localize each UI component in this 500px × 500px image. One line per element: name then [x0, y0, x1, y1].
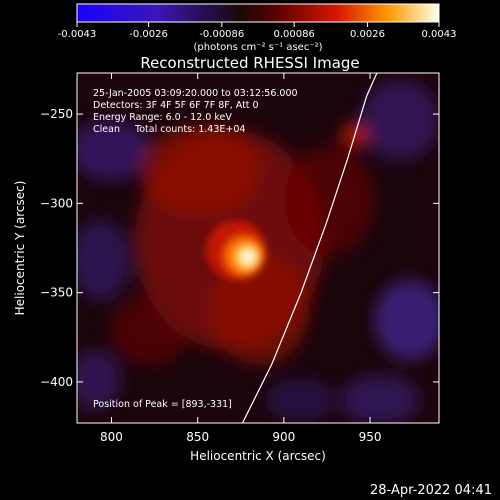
y-tick-label: −400	[40, 375, 73, 389]
x-axis-label: Heliocentric X (arcsec)	[190, 449, 326, 463]
heatmap-image	[77, 73, 439, 423]
y-axis-label: Heliocentric Y (arcsec)	[13, 181, 27, 316]
annotation-total-counts: Clean Total counts: 1.43E+04	[93, 124, 245, 135]
chart-title: Reconstructed RHESSI Image	[140, 54, 359, 72]
solar-limb-curve	[241, 73, 378, 423]
colorbar-tick-label: 0.0026	[350, 29, 385, 40]
peak-position-label: Position of Peak = [893,-331]	[93, 399, 232, 410]
x-tick-label: 950	[359, 430, 382, 444]
plot-frame	[76, 72, 440, 424]
colorbar-tick-label: -0.0043	[58, 29, 97, 40]
annotation-time-range: 25-Jan-2005 03:09:20.000 to 03:12:56.000	[93, 88, 298, 99]
annotation-detectors: Detectors: 3F 4F 5F 6F 7F 8F, Att 0	[93, 100, 259, 111]
annotation-energy-range: Energy Range: 6.0 - 12.0 keV	[93, 112, 232, 123]
colorbar-tick-label: -0.00086	[199, 29, 244, 40]
colorbar-unit-label: (photons cm⁻² s⁻¹ asec⁻²)	[193, 42, 322, 53]
colorbar-tick-label: 0.00086	[274, 29, 315, 40]
timestamp: 28-Apr-2022 04:41	[370, 483, 492, 498]
y-tick-label: −350	[40, 286, 73, 300]
x-tick-label: 900	[272, 430, 295, 444]
x-tick-label: 800	[100, 430, 123, 444]
y-tick-label: −300	[40, 196, 73, 210]
colorbar-gradient	[76, 3, 440, 23]
y-tick-label: −250	[40, 107, 73, 121]
colorbar-tick-label: -0.0026	[129, 29, 168, 40]
axis-ticks: 800 850 900 950 −250 −300 −350 −400	[40, 73, 439, 444]
x-tick-label: 850	[186, 430, 209, 444]
colorbar-tick-label: 0.0043	[422, 29, 457, 40]
